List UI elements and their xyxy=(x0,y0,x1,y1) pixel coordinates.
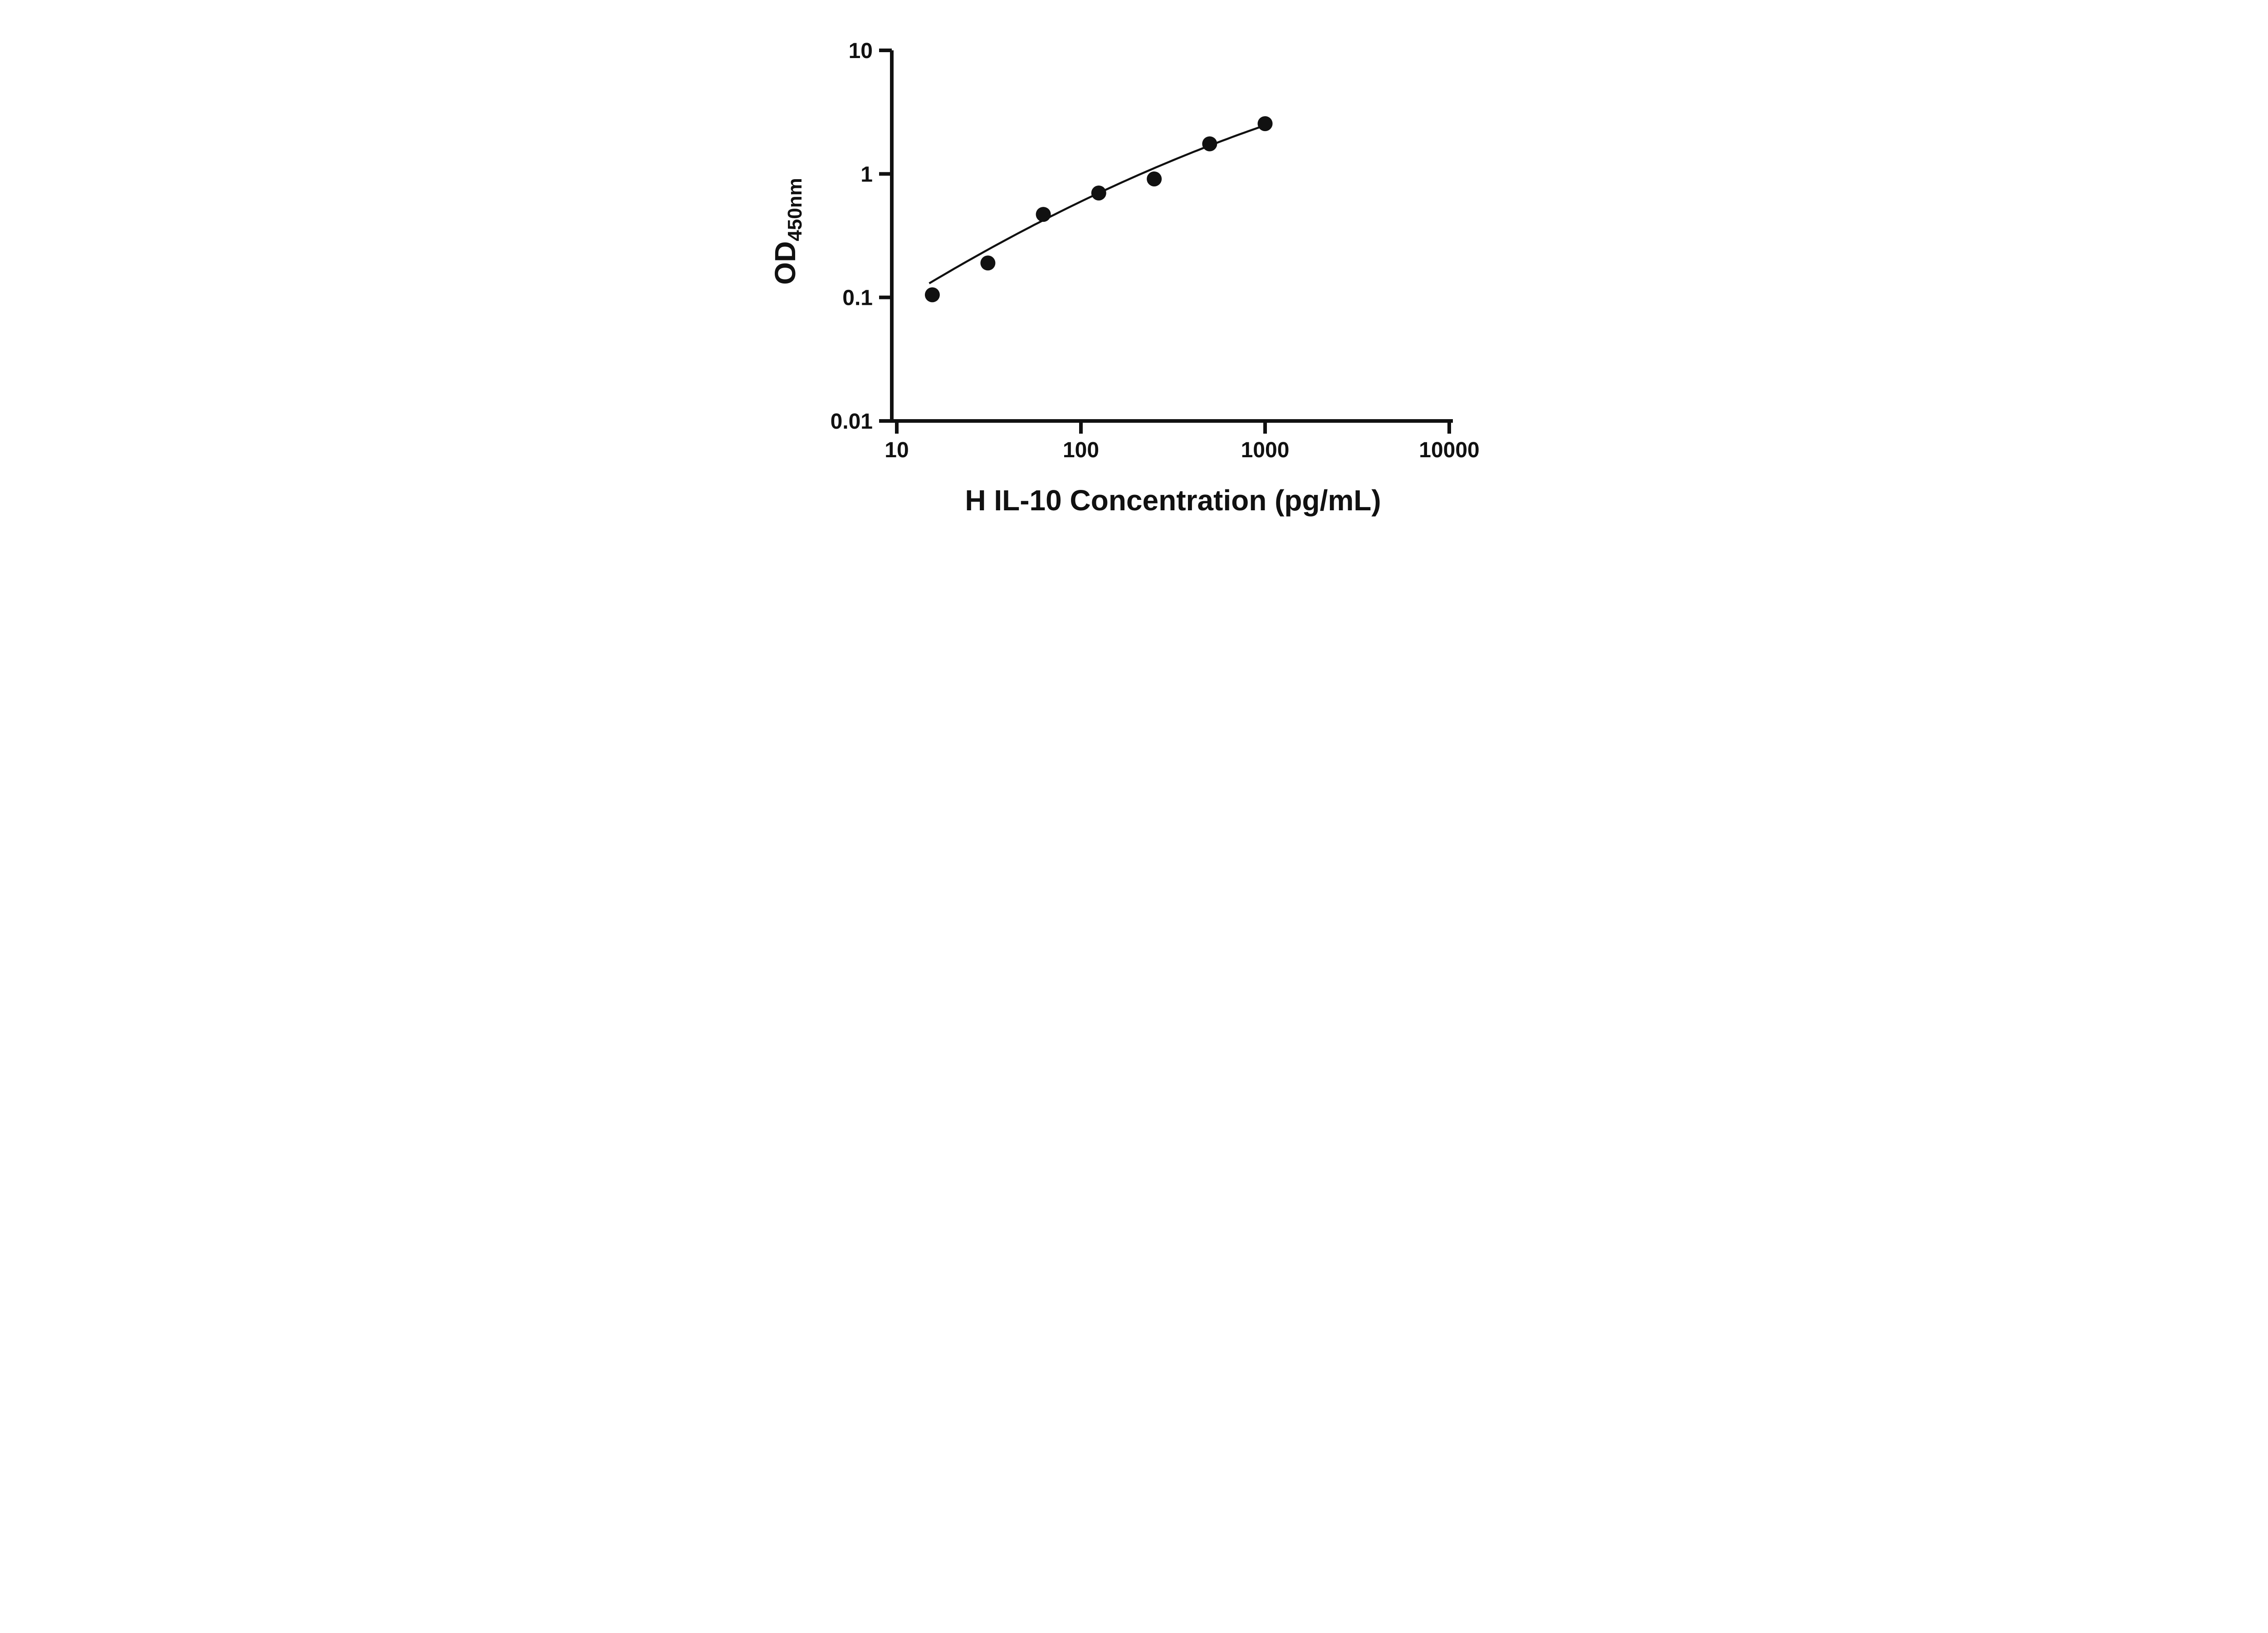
data-point xyxy=(924,287,940,303)
data-point xyxy=(1202,136,1217,152)
y-tick-label: 0.1 xyxy=(842,286,873,310)
x-tick-label: 1000 xyxy=(1241,438,1290,462)
data-point xyxy=(1091,186,1106,200)
x-tick-label: 10 xyxy=(885,438,909,462)
x-tick-label: 100 xyxy=(1063,438,1099,462)
data-point xyxy=(1036,207,1051,222)
data-point xyxy=(980,255,996,271)
y-axis-title: OD450nm xyxy=(769,178,806,284)
y-axis-title-main: OD xyxy=(769,241,802,285)
data-point xyxy=(1147,171,1162,186)
y-tick-label: 10 xyxy=(849,39,873,63)
y-tick-label: 0.01 xyxy=(831,410,873,434)
x-axis-title: H IL-10 Concentration (pg/mL) xyxy=(965,484,1381,517)
elisa-standard-curve-figure: 10 100 1000 10000 0.01 0.1 1 10 OD450nm H IL-10… xyxy=(746,0,1522,544)
plot-area: 10 100 1000 10000 0.01 0.1 1 10 OD450nm H IL-10… xyxy=(769,39,1480,517)
y-tick-label: 1 xyxy=(860,162,873,186)
x-tick-label: 10000 xyxy=(1419,438,1479,462)
data-point xyxy=(1257,116,1273,132)
plot-dynamic-layer: 10 100 1000 10000 0.01 0.1 1 10 xyxy=(831,39,1480,462)
y-axis-title-subscript: 450nm xyxy=(784,178,806,241)
